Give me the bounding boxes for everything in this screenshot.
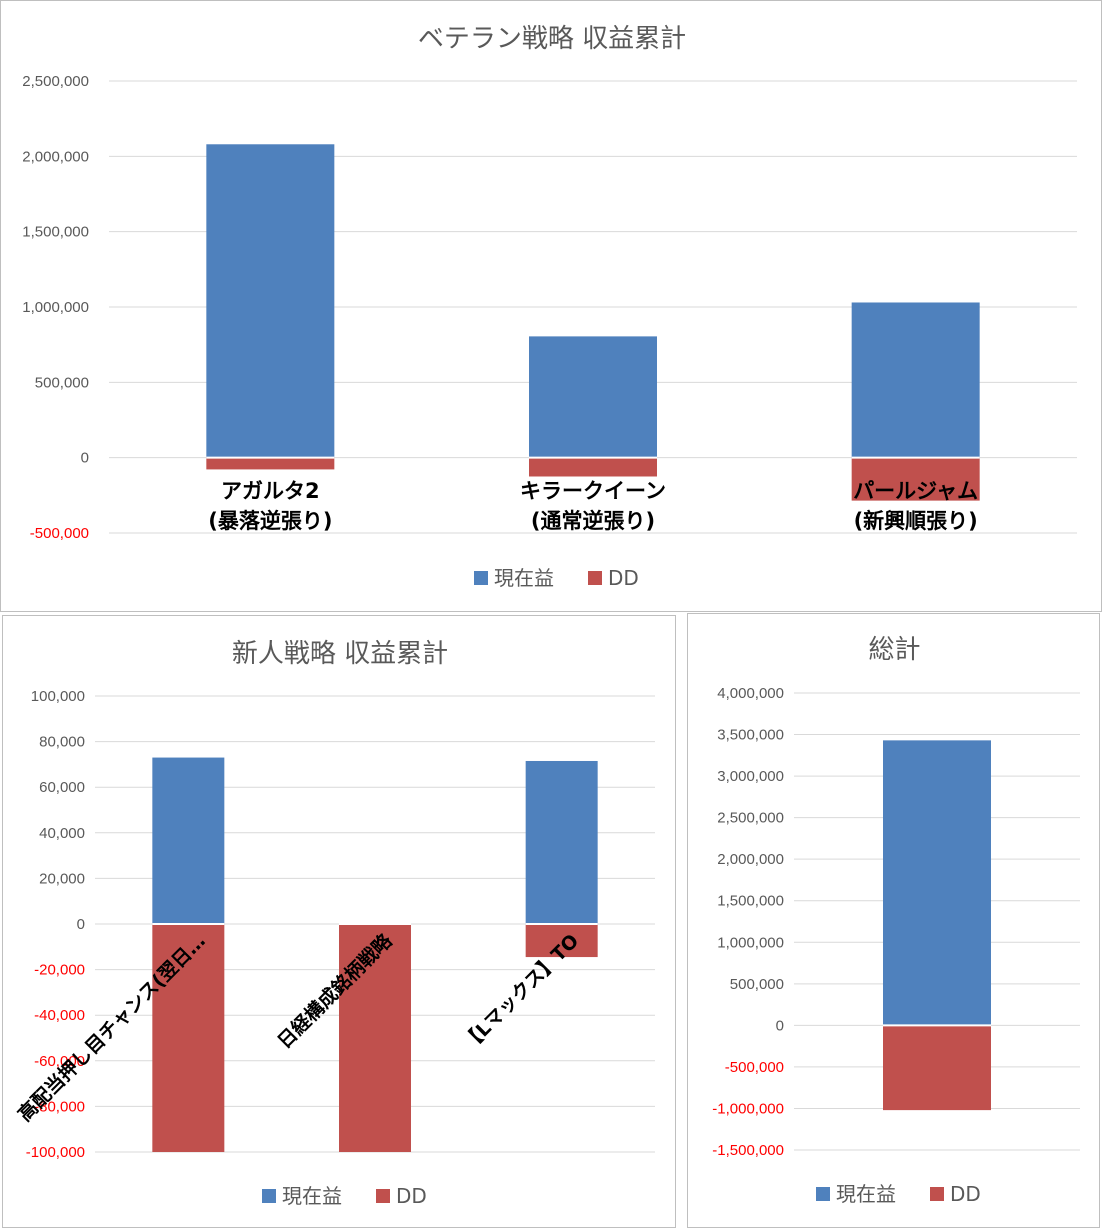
category-label: (暴落逆張り) (208, 509, 332, 533)
y-tick-label: 60,000 (39, 779, 85, 796)
y-tick-label: 80,000 (39, 734, 85, 751)
legend-swatch-current (262, 1189, 276, 1203)
category-label: (新興順張り) (854, 509, 978, 533)
y-tick-label: 500,000 (35, 374, 89, 391)
bar-dd (152, 924, 225, 1152)
y-tick-label: -1,000,000 (712, 1100, 784, 1117)
y-tick-label: -100,000 (26, 1144, 85, 1161)
y-tick-label: 20,000 (39, 870, 85, 887)
bar-dd (339, 924, 411, 1152)
y-tick-label: -500,000 (725, 1059, 784, 1076)
y-tick-label: -60,000 (34, 1053, 85, 1070)
y-tick-label: -80,000 (34, 1098, 85, 1115)
y-tick-label: 3,000,000 (717, 768, 784, 785)
y-tick-label: 40,000 (39, 825, 85, 842)
legend-label-current: 現在益 (836, 1182, 896, 1206)
y-tick-label: 100,000 (31, 688, 85, 705)
y-tick-label: 0 (776, 1017, 784, 1034)
y-tick-label: -1,500,000 (712, 1142, 784, 1159)
y-tick-label: 1,500,000 (22, 224, 89, 241)
y-tick-label: 2,500,000 (717, 810, 784, 827)
category-label: キラークイーン (520, 479, 666, 503)
y-tick-label: 1,000,000 (22, 299, 89, 316)
bar-current (529, 336, 657, 458)
category-label: パールジャム (853, 479, 978, 503)
veteran-chart: ベテラン戦略 収益累計 2,500,000 2,000,000 1,500,000 1,… (22, 24, 1077, 590)
bar-dd (525, 924, 598, 958)
chart-title: ベテラン戦略 収益累計 (418, 24, 686, 54)
newbie-chart: 新人戦略 収益累計 100,000 80,000 60,000 40,000 20,000… (13, 639, 655, 1208)
bar-current (206, 144, 335, 458)
category-label: アガルタ2 (221, 479, 320, 503)
legend-label-current: 現在益 (494, 566, 554, 590)
legend-swatch-dd (376, 1189, 390, 1203)
legend-label-dd: DD (608, 566, 639, 590)
y-tick-label: -500,000 (30, 525, 89, 542)
y-tick-label: 2,000,000 (22, 148, 89, 165)
y-tick-label: -20,000 (34, 962, 85, 979)
legend-swatch-current (474, 571, 488, 585)
legend-label-current: 現在益 (282, 1184, 342, 1208)
bar-current (152, 757, 225, 924)
category-label: (通常逆張り) (531, 509, 655, 533)
legend-swatch-current (816, 1187, 830, 1201)
bar-current (851, 302, 980, 458)
y-tick-label: 1,500,000 (717, 893, 784, 910)
bar-dd (529, 457, 657, 477)
y-tick-label: 4,000,000 (717, 685, 784, 702)
newbie-chart-panel: 新人戦略 収益累計 100,000 80,000 60,000 40,000 20,000… (2, 615, 676, 1228)
bar-current (883, 740, 991, 1026)
total-chart: 総計 4,000,000 3,500,000 3,000,000 2,500,000 2,… (712, 635, 1080, 1206)
legend-swatch-dd (588, 571, 602, 585)
veteran-chart-panel: ベテラン戦略 収益累計 2,500,000 2,000,000 1,500,000 1,… (0, 0, 1102, 612)
chart-title: 新人戦略 収益累計 (232, 639, 448, 669)
y-tick-label: -40,000 (34, 1007, 85, 1024)
y-tick-label: 2,500,000 (22, 73, 89, 90)
legend-label-dd: DD (396, 1184, 427, 1208)
chart-title: 総計 (868, 635, 920, 665)
bar-dd (851, 457, 980, 501)
y-tick-label: 0 (81, 450, 89, 467)
bar-current (525, 760, 598, 924)
legend-label-dd: DD (950, 1182, 981, 1206)
y-tick-label: 500,000 (730, 976, 784, 993)
bar-dd (206, 457, 335, 470)
y-tick-label: 3,500,000 (717, 727, 784, 744)
legend-swatch-dd (930, 1187, 944, 1201)
total-chart-panel: 総計 4,000,000 3,500,000 3,000,000 2,500,000 2,… (687, 613, 1100, 1228)
category-label: 【Lマックス】TO (458, 929, 584, 1055)
bar-dd (883, 1025, 991, 1111)
y-tick-label: 0 (77, 916, 85, 933)
y-tick-label: 2,000,000 (717, 851, 784, 868)
y-tick-label: 1,000,000 (717, 934, 784, 951)
